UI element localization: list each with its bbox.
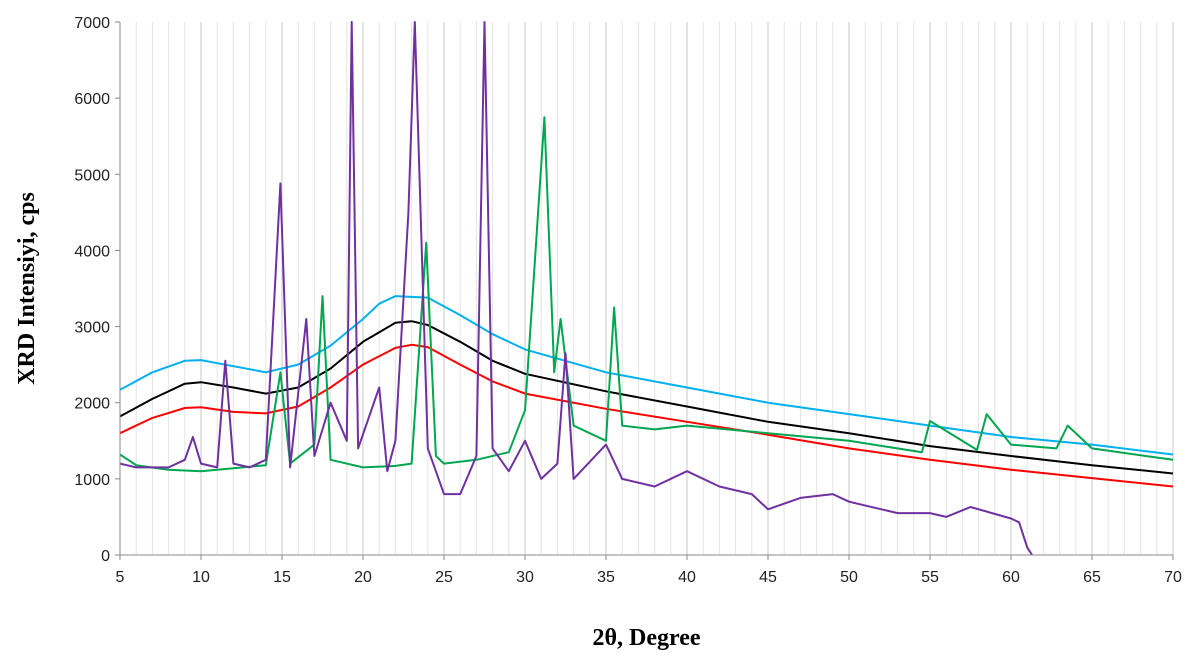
x-tick-label: 45 xyxy=(759,569,777,586)
y-tick-label: 0 xyxy=(101,548,110,565)
x-tick-label: 5 xyxy=(116,569,125,586)
x-tick-label: 30 xyxy=(516,569,534,586)
x-tick-label: 65 xyxy=(1083,569,1101,586)
y-tick-label: 3000 xyxy=(74,320,110,337)
x-tick-label: 70 xyxy=(1164,569,1182,586)
y-tick-label: 2000 xyxy=(74,396,110,413)
x-tick-labels: 5 10 15 20 25 30 35 40 45 50 55 60 65 70 xyxy=(116,555,1182,586)
data-series xyxy=(119,21,1174,556)
x-tick-label: 55 xyxy=(921,569,939,586)
x-tick-label: 15 xyxy=(273,569,291,586)
x-tick-label: 20 xyxy=(354,569,372,586)
series-line-4 xyxy=(119,116,1174,473)
y-axis-title: XRD Intensiyi, cps xyxy=(14,192,40,385)
x-tick-label: 25 xyxy=(435,569,453,586)
x-tick-label: 50 xyxy=(840,569,858,586)
y-tick-label: 5000 xyxy=(74,167,110,184)
major-gridlines xyxy=(119,22,1174,555)
x-tick-label: 60 xyxy=(1002,569,1020,586)
y-tick-label: 6000 xyxy=(74,91,110,108)
series-line-3 xyxy=(119,343,1174,488)
y-tick-label: 7000 xyxy=(74,15,110,32)
x-tick-label: 10 xyxy=(192,569,210,586)
y-tick-labels: 0 1000 2000 3000 4000 5000 6000 7000 xyxy=(74,15,120,565)
x-tick-label: 35 xyxy=(597,569,615,586)
y-tick-label: 4000 xyxy=(74,243,110,260)
series-line-5 xyxy=(119,21,1033,556)
x-axis-title: 2θ, Degree xyxy=(592,625,700,651)
x-tick-label: 40 xyxy=(678,569,696,586)
y-tick-label: 1000 xyxy=(74,472,110,489)
